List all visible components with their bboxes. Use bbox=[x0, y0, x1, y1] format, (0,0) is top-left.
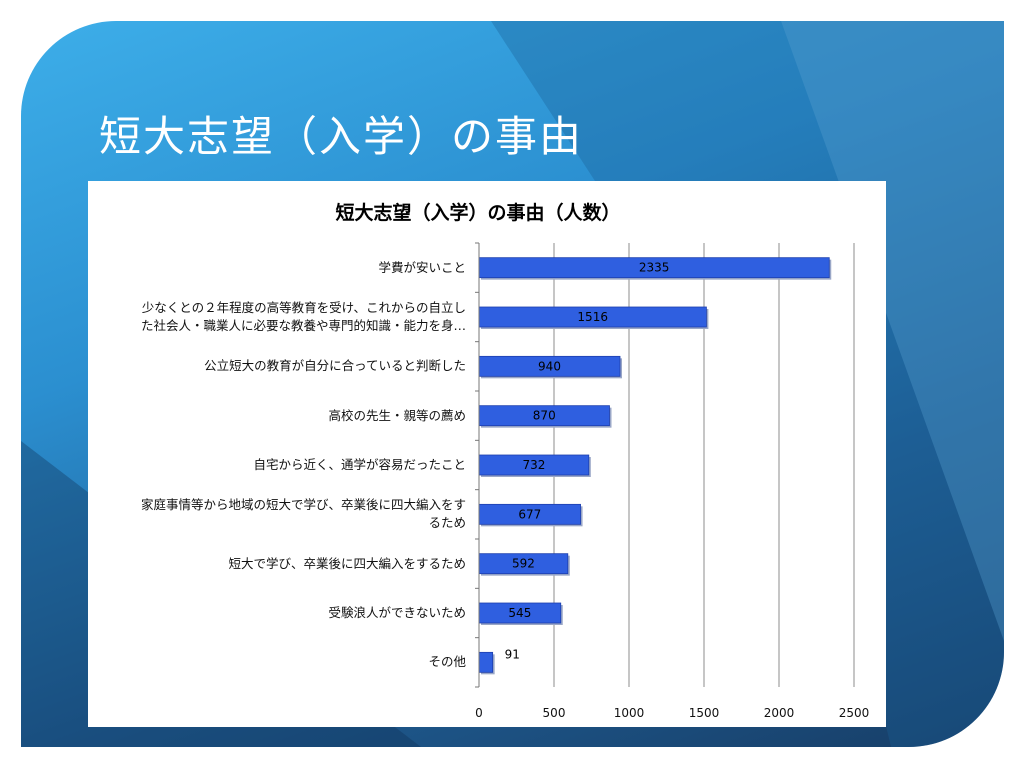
category-label: 家庭事情等から地域の短大で学び、卒業後に四大編入をするため bbox=[86, 496, 466, 532]
category-label: 自宅から近く、通学が容易だったこと bbox=[86, 456, 466, 474]
category-label: 受験浪人ができないため bbox=[86, 604, 466, 622]
data-label: 940 bbox=[538, 359, 561, 373]
category-label-line: 家庭事情等から地域の短大で学び、卒業後に四大編入をす bbox=[140, 497, 466, 513]
category-label: 少なくとの２年程度の高等教育を受け、これからの自立し た社会人・職業人に必要な教養… bbox=[86, 299, 466, 335]
x-tick-label: 2500 bbox=[839, 706, 870, 720]
data-label: 91 bbox=[505, 647, 520, 661]
x-tick-label: 1500 bbox=[689, 706, 720, 720]
chart-title: 短大志望（入学）の事由（人数） bbox=[335, 201, 620, 224]
x-tick-label: 2000 bbox=[764, 706, 795, 720]
x-tick-label: 1000 bbox=[614, 706, 645, 720]
category-label: その他 bbox=[86, 653, 466, 671]
category-label: 公立短大の教育が自分に合っていると判断した bbox=[86, 357, 466, 375]
x-axis: 0 500 1000 1500 2000 2500 bbox=[475, 242, 870, 720]
bars: 2335 1516 940 870 732 677 592 545 91 bbox=[478, 257, 832, 675]
category-label-line: その他 bbox=[428, 654, 466, 670]
category-label-line: 公立短大の教育が自分に合っていると判断した bbox=[204, 358, 466, 374]
x-tick-label: 500 bbox=[543, 706, 566, 720]
data-label: 732 bbox=[522, 458, 545, 472]
data-label: 870 bbox=[533, 409, 556, 423]
category-label-line: 学費が安いこと bbox=[378, 259, 466, 275]
category-label-line: 高校の先生・親等の薦め bbox=[328, 407, 466, 423]
data-label: 545 bbox=[508, 606, 531, 620]
category-label-line: 短大で学び、卒業後に四大編入をするため bbox=[228, 555, 466, 571]
data-label: 2335 bbox=[639, 261, 670, 275]
slide-title: 短大志望（入学）の事由 bbox=[99, 112, 584, 161]
category-label: 短大で学び、卒業後に四大編入をするため bbox=[86, 555, 466, 573]
category-label: 高校の先生・親等の薦め bbox=[86, 407, 466, 425]
x-tick-label: 0 bbox=[475, 706, 483, 720]
category-label-line: た社会人・職業人に必要な教養や専門的知識・能力を身… bbox=[140, 318, 466, 333]
category-label-line: 少なくとの２年程度の高等教育を受け、これからの自立し bbox=[141, 300, 466, 315]
data-label: 592 bbox=[512, 557, 535, 571]
data-label: 1516 bbox=[577, 310, 608, 324]
data-label: 677 bbox=[518, 507, 541, 521]
category-label-line: 自宅から近く、通学が容易だったこと bbox=[253, 457, 466, 472]
chart-panel: 短大志望（入学）の事由（人数） 2335 1516 940 870 732 677 592 5… bbox=[88, 181, 886, 727]
bar-chart: 短大志望（入学）の事由（人数） 2335 1516 940 870 732 677 592 5… bbox=[335, 201, 870, 720]
category-label: 学費が安いこと bbox=[86, 259, 466, 277]
category-label-line: るため bbox=[428, 515, 466, 531]
category-label-line: 受験浪人ができないため bbox=[328, 605, 466, 620]
bar bbox=[478, 651, 494, 673]
